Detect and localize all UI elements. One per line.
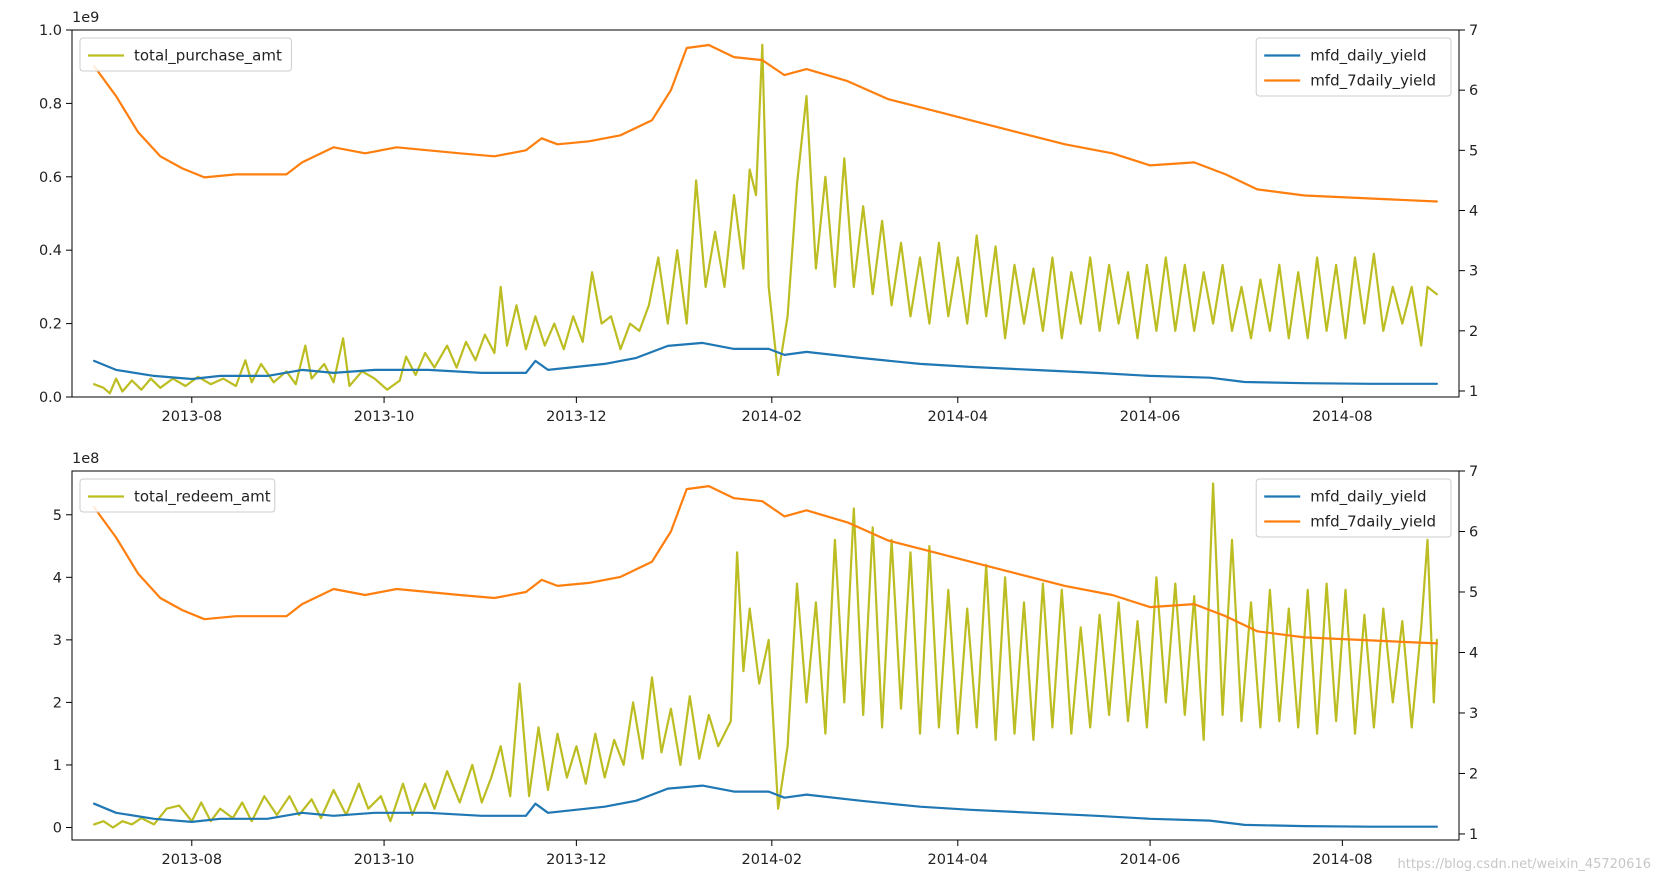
redeem-x-tick-label: 2014-08 [1312, 852, 1373, 868]
purchase-right-tick-label: 7 [1469, 23, 1478, 39]
redeem-series-line-mfd_daily_yield [92, 784, 1439, 828]
purchase-left-tick-label: 0.6 [39, 170, 62, 186]
redeem-left-tick-label: 1 [53, 758, 62, 774]
purchase-right-tick-label: 6 [1469, 83, 1478, 99]
redeem-series-line-total_redeem_amt [92, 482, 1439, 829]
watermark-text: https://blog.csdn.net/weixin_45720616 [1397, 857, 1651, 872]
purchase-legend-label-total_purchase_amt: total_purchase_amt [134, 47, 282, 66]
redeem-series-line-mfd_7daily_yield [92, 485, 1439, 645]
redeem-x-tick-label: 2013-08 [161, 852, 222, 868]
purchase-right-tick-label: 4 [1469, 203, 1478, 219]
redeem-legend-label-mfd_7daily_yield: mfd_7daily_yield [1310, 513, 1436, 532]
redeem-left-tick-label: 0 [53, 820, 62, 836]
redeem-x-tick-label: 2013-10 [354, 852, 415, 868]
purchase-x-tick-label: 2013-12 [546, 409, 607, 425]
purchase-right-tick-label: 1 [1469, 384, 1478, 400]
redeem-left-tick-label: 2 [53, 695, 62, 711]
purchase-right-tick-label: 3 [1469, 264, 1478, 280]
redeem-legend-left-box [79, 478, 276, 513]
purchase-x-tick-label: 2014-02 [742, 409, 803, 425]
purchase-legend-left: total_purchase_amt [79, 37, 292, 72]
redeem-right-tick-label: 5 [1469, 585, 1478, 601]
purchase-x-tick-label: 2014-04 [927, 409, 988, 425]
purchase-x-tick-label: 2013-10 [354, 409, 415, 425]
redeem-chart-panel: 0 1 2 3 4 5 1e8 1 2 3 4 5 6 7 2013-08 2013-10 2013-12 201… [53, 451, 1478, 868]
purchase-left-exponent-label: 1e9 [72, 10, 99, 26]
redeem-left-exponent-label: 1e8 [72, 451, 99, 467]
redeem-right-tick-label: 1 [1469, 827, 1478, 843]
purchase-legend-label-mfd_7daily_yield: mfd_7daily_yield [1310, 72, 1436, 91]
redeem-right-tick-label: 6 [1469, 524, 1478, 540]
purchase-legend-right: mfd_daily_yield mfd_7daily_yield [1255, 37, 1452, 97]
redeem-legend-label-total_redeem_amt: total_redeem_amt [134, 488, 271, 507]
redeem-left-tick-label: 4 [53, 570, 62, 586]
redeem-x-tick-label: 2014-06 [1120, 852, 1181, 868]
purchase-series-line-mfd_7daily_yield [92, 43, 1439, 203]
redeem-x-tick-label: 2014-04 [927, 852, 988, 868]
redeem-right-tick-label: 2 [1469, 766, 1478, 782]
redeem-left-tick-label: 5 [53, 508, 62, 524]
purchase-axes-frame [71, 29, 1460, 398]
redeem-x-tick-label: 2013-12 [546, 852, 607, 868]
purchase-left-tick-label: 0.2 [39, 317, 62, 333]
purchase-legend-left-box [79, 37, 292, 72]
redeem-legend-label-mfd_daily_yield: mfd_daily_yield [1310, 488, 1426, 507]
purchase-series-line-total_purchase_amt [92, 43, 1439, 395]
redeem-axes-frame [71, 470, 1460, 841]
purchase-legend-label-mfd_daily_yield: mfd_daily_yield [1310, 47, 1426, 66]
redeem-right-tick-label: 4 [1469, 645, 1478, 661]
purchase-x-tick-label: 2013-08 [161, 409, 222, 425]
purchase-right-tick-label: 2 [1469, 324, 1478, 340]
redeem-legend-right: mfd_daily_yield mfd_7daily_yield [1255, 478, 1452, 538]
purchase-chart-panel: 0.0 0.2 0.4 0.6 0.8 1.0 1e9 1 2 3 4 5 6 7 2013-08 2013-… [39, 10, 1478, 425]
redeem-right-tick-label: 7 [1469, 464, 1478, 480]
redeem-right-tick-label: 3 [1469, 706, 1478, 722]
purchase-x-tick-label: 2014-06 [1120, 409, 1181, 425]
purchase-left-tick-label: 1.0 [39, 23, 62, 39]
purchase-series-line-mfd_daily_yield [92, 341, 1439, 385]
purchase-right-tick-label: 5 [1469, 143, 1478, 159]
redeem-left-tick-label: 3 [53, 633, 62, 649]
purchase-x-tick-label: 2014-08 [1312, 409, 1373, 425]
purchase-left-tick-label: 0.8 [39, 96, 62, 112]
purchase-left-tick-label: 0.0 [39, 390, 62, 406]
redeem-x-tick-label: 2014-02 [742, 852, 803, 868]
redeem-legend-left: total_redeem_amt [79, 478, 276, 513]
purchase-left-tick-label: 0.4 [39, 243, 62, 259]
purchase-legend-right-box [1255, 37, 1452, 97]
redeem-legend-right-box [1255, 478, 1452, 538]
